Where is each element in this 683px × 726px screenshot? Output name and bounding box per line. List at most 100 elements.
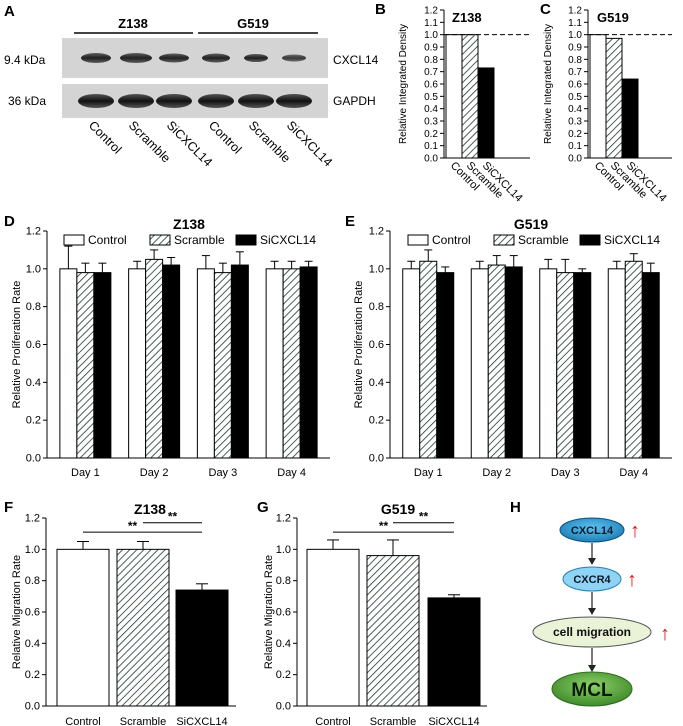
panel-letter-a: A xyxy=(4,3,15,20)
y-axis-label: Relative Migration Rate xyxy=(263,555,275,669)
y-tick-label: 0.5 xyxy=(568,92,582,103)
y-tick-label: 0.0 xyxy=(369,453,384,465)
y-tick-label: 0.8 xyxy=(26,301,41,313)
y-tick-label: 0.4 xyxy=(26,377,41,389)
lane-label: Control xyxy=(86,118,124,156)
panel-h-pathway: CXCL14 ↑ CXCR4 ↑ cell migration ↑ MCL xyxy=(532,517,670,707)
panel-letter-g: G xyxy=(257,499,269,516)
y-tick-label: 0.6 xyxy=(276,607,291,619)
x-tick-label: Day 2 xyxy=(482,467,511,479)
blot-band xyxy=(120,53,152,63)
y-tick-label: 0.0 xyxy=(25,701,40,713)
x-tick-label: SiCXCL14 xyxy=(176,716,227,726)
y-tick-label: 0.8 xyxy=(276,575,291,587)
bar xyxy=(427,597,481,707)
y-tick-label: 0.7 xyxy=(568,67,582,78)
bar xyxy=(556,272,575,459)
y-tick-label: 1.1 xyxy=(424,18,438,29)
legend-swatch xyxy=(149,234,171,246)
bar xyxy=(445,34,463,159)
bar xyxy=(282,268,301,459)
up-arrow-icon: ↑ xyxy=(660,623,670,645)
y-tick-label: 1.2 xyxy=(424,6,438,17)
blot-band xyxy=(238,94,274,108)
blot-band xyxy=(81,53,111,63)
bar xyxy=(196,268,215,459)
x-tick-label: Scramble xyxy=(370,716,416,726)
y-tick-label: 0.6 xyxy=(26,339,41,351)
y-tick-label: 1.2 xyxy=(369,226,384,238)
bar xyxy=(477,67,495,159)
legend-swatch xyxy=(235,234,257,246)
x-tick-label: SiCXCL14 xyxy=(428,716,479,726)
y-tick-label: 1.2 xyxy=(25,513,40,525)
blot-band xyxy=(276,94,312,108)
bar xyxy=(230,264,249,459)
bar xyxy=(162,264,181,459)
chart-title: Z138 xyxy=(173,216,205,232)
node-label: MCL xyxy=(571,680,613,701)
chart-c: G519 0.0 0.10.20.3 0.40.50.6 0.70.80.9 1.01.1… xyxy=(543,6,672,204)
chart-f: Z138 0.0 0.2 0.4 0.6 0.8 1.0 1.2 Relative Migrat… xyxy=(11,501,236,726)
legend-swatch xyxy=(579,234,601,246)
bar xyxy=(299,266,318,459)
bar xyxy=(605,37,623,159)
legend-label: SiCXCL14 xyxy=(260,233,316,247)
y-tick-label: 0.0 xyxy=(276,701,291,713)
arrow-head-icon xyxy=(588,665,596,672)
cxcl14-bands xyxy=(81,53,306,63)
panel-letter-h: H xyxy=(510,499,521,516)
legend-swatch xyxy=(407,234,429,246)
y-tick-label: 0.2 xyxy=(369,415,384,427)
bar xyxy=(59,268,78,459)
panel-letter-c: C xyxy=(540,1,551,18)
bar xyxy=(56,548,110,707)
y-tick-label: 0.4 xyxy=(369,377,384,389)
y-tick-label: 0.4 xyxy=(25,638,40,650)
y-axis-label: Relative Integrated Density xyxy=(543,24,554,144)
blot-band xyxy=(156,94,192,108)
significance-label: ** xyxy=(419,510,429,524)
y-tick-label: 0.8 xyxy=(369,301,384,313)
y-tick-label: 1.0 xyxy=(369,263,384,275)
legend-label: SiCXCL14 xyxy=(604,233,660,247)
bar xyxy=(93,272,112,459)
x-tick-label: Control xyxy=(65,716,100,726)
legend-label: Scramble xyxy=(174,233,225,247)
bar xyxy=(607,268,626,459)
significance-label: ** xyxy=(168,510,178,524)
x-tick-label: Day 2 xyxy=(140,467,169,479)
up-arrow-icon: ↑ xyxy=(627,569,637,591)
y-tick-label: 0.6 xyxy=(424,80,438,91)
mw-label: 36 kDa xyxy=(8,94,46,108)
y-tick-label: 0.2 xyxy=(26,415,41,427)
bar xyxy=(470,268,489,459)
chart-title: G519 xyxy=(514,216,548,232)
legend-swatch xyxy=(493,234,515,246)
y-tick-label: 0.3 xyxy=(568,117,582,128)
x-tick-label: Day 3 xyxy=(551,467,580,479)
bar xyxy=(128,268,147,459)
x-tick-label: Day 1 xyxy=(71,467,100,479)
chart-title: Z138 xyxy=(452,10,482,25)
y-tick-label: 0.4 xyxy=(424,104,438,115)
legend-label: Control xyxy=(432,233,471,247)
bar xyxy=(213,272,232,459)
blot-band xyxy=(202,53,230,63)
panel-a: A Z138 G519 9.4 kDa 36 kDa CXCL14 GAPDH … xyxy=(4,3,379,169)
chart-title: G519 xyxy=(597,10,629,25)
y-tick-label: 1.0 xyxy=(424,30,438,41)
bar xyxy=(461,34,479,159)
bar xyxy=(436,272,455,459)
bar xyxy=(621,78,639,159)
chart-title: Z138 xyxy=(134,501,166,517)
bar xyxy=(624,260,643,459)
y-tick-label: 0.3 xyxy=(424,117,438,128)
y-tick-label: 0.1 xyxy=(424,141,438,152)
lane-label: SiCXCL14 xyxy=(284,118,335,169)
y-tick-label: 0.6 xyxy=(568,80,582,91)
y-tick-label: 0.4 xyxy=(276,638,291,650)
bar xyxy=(265,268,284,459)
y-axis-label: Relative Proliferation Rate xyxy=(353,281,365,409)
